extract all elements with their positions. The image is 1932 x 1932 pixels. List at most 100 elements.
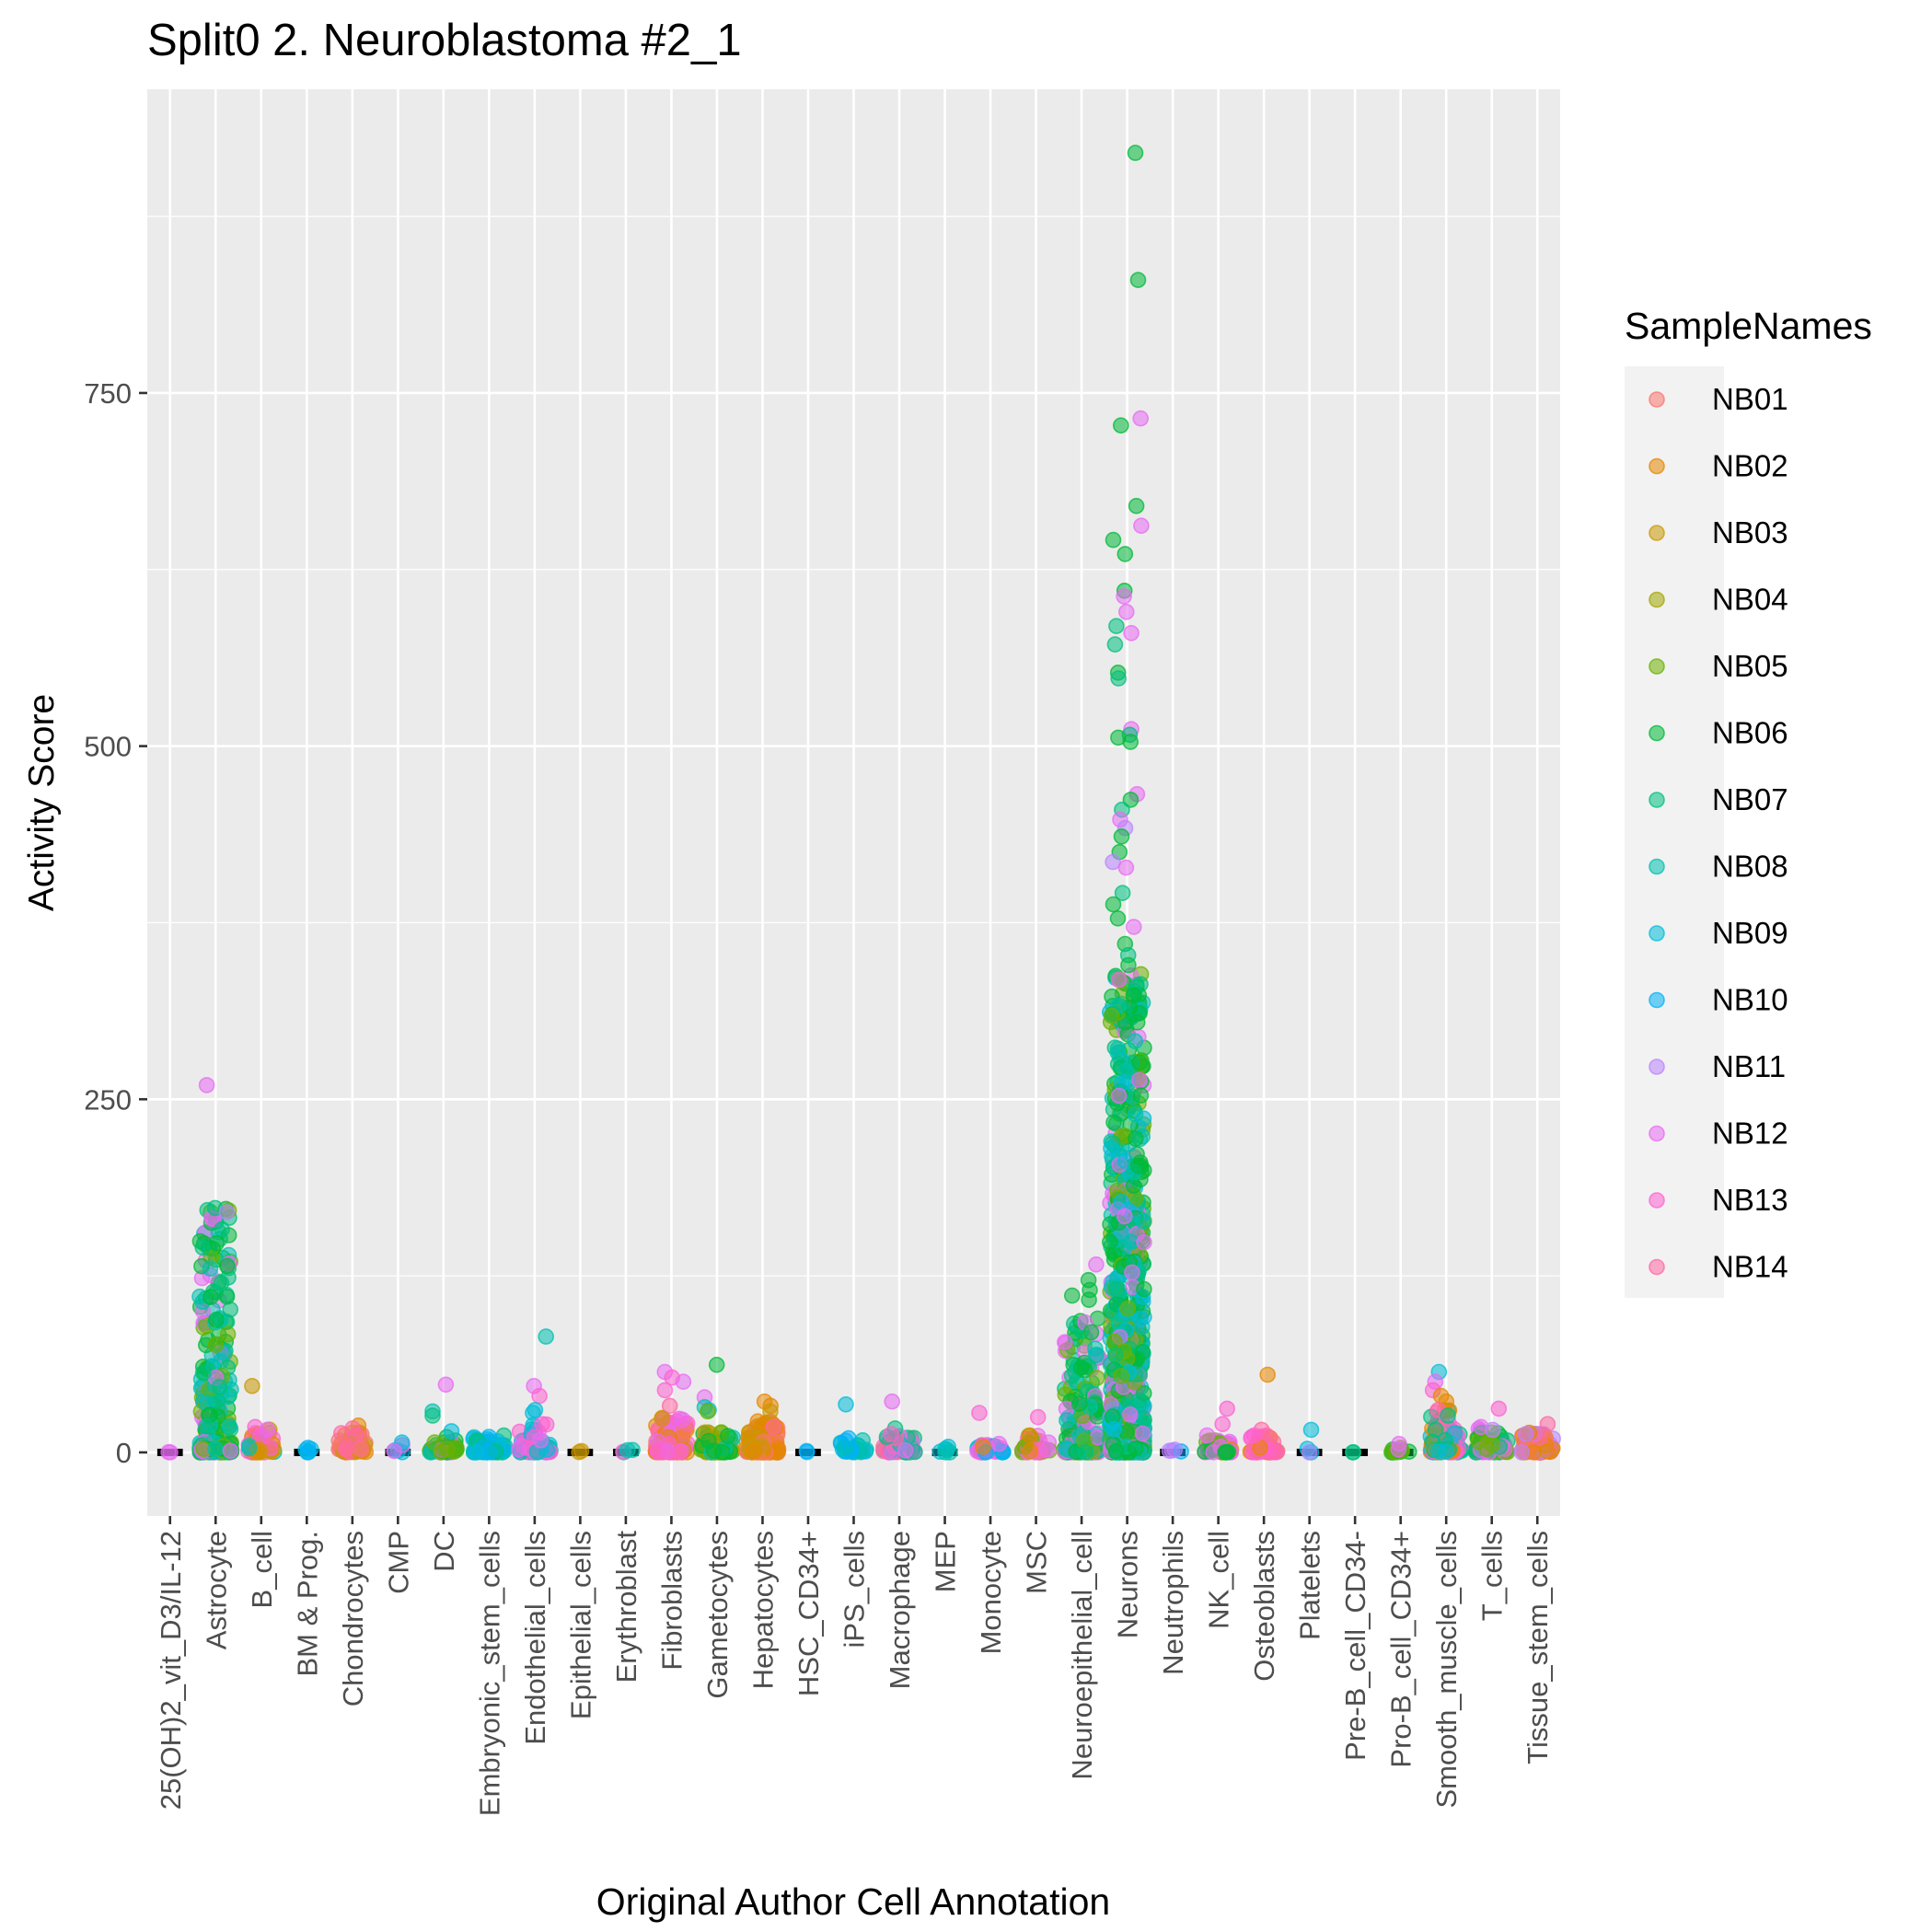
data-point bbox=[1105, 896, 1122, 913]
data-point bbox=[532, 1432, 550, 1449]
x-tick-label: Platelets bbox=[1294, 1531, 1326, 1640]
data-point bbox=[1107, 1347, 1124, 1363]
legend-key bbox=[1649, 1192, 1665, 1209]
data-point bbox=[1117, 1062, 1135, 1080]
data-point bbox=[1129, 272, 1147, 289]
x-tick-label: Astrocyte bbox=[200, 1531, 232, 1649]
legend-key bbox=[1649, 1125, 1665, 1142]
data-point bbox=[194, 1364, 212, 1382]
x-tick-label: DC bbox=[428, 1531, 460, 1572]
data-point bbox=[1214, 1416, 1231, 1432]
data-point bbox=[160, 1443, 177, 1461]
data-point bbox=[207, 1336, 225, 1353]
data-point bbox=[1136, 1280, 1152, 1298]
data-point bbox=[1391, 1435, 1407, 1452]
legend-key bbox=[1649, 391, 1665, 408]
legend-label: NB02 bbox=[1712, 449, 1788, 483]
data-point bbox=[1430, 1443, 1447, 1460]
data-point bbox=[538, 1328, 555, 1345]
data-point bbox=[671, 1443, 688, 1461]
y-tick-label: 500 bbox=[84, 731, 132, 763]
data-point bbox=[1064, 1287, 1081, 1304]
x-tick-label: Smooth_muscle_cells bbox=[1430, 1531, 1463, 1809]
data-point bbox=[661, 1397, 678, 1415]
data-point bbox=[1135, 1212, 1151, 1230]
data-point bbox=[221, 1417, 238, 1435]
y-tick-label: 0 bbox=[116, 1437, 132, 1469]
data-point bbox=[884, 1393, 901, 1410]
data-point bbox=[838, 1396, 854, 1413]
data-point bbox=[1102, 1233, 1118, 1251]
legend-key-background bbox=[1625, 366, 1724, 1298]
data-point bbox=[1513, 1444, 1531, 1461]
data-point bbox=[1166, 1441, 1184, 1458]
data-point bbox=[1122, 1406, 1139, 1423]
x-tick-label: CMP bbox=[382, 1531, 414, 1594]
data-point bbox=[202, 1289, 219, 1305]
data-point bbox=[649, 1443, 666, 1460]
data-point bbox=[1259, 1366, 1276, 1383]
data-point bbox=[213, 1275, 230, 1291]
data-point bbox=[1072, 1359, 1090, 1376]
data-point bbox=[510, 1440, 527, 1458]
data-point bbox=[674, 1411, 691, 1429]
data-point bbox=[975, 1439, 991, 1455]
data-point bbox=[424, 1407, 441, 1424]
data-point bbox=[353, 1441, 370, 1458]
data-point bbox=[1105, 1114, 1122, 1131]
data-point bbox=[1029, 1408, 1047, 1426]
data-point bbox=[1126, 919, 1142, 935]
legend-items: NB01 NB02 NB03 NB04 NB05 NB06 NB07 NB08 NB09 NB10… bbox=[1649, 382, 1788, 1284]
data-point bbox=[1133, 517, 1150, 535]
y-tick-label: 750 bbox=[84, 377, 132, 410]
major-gridlines bbox=[147, 89, 1560, 1516]
data-point bbox=[1116, 1208, 1133, 1225]
data-point bbox=[219, 1325, 237, 1343]
data-point bbox=[1538, 1443, 1556, 1460]
legend-title: SampleNames bbox=[1625, 305, 1872, 347]
data-point bbox=[198, 1077, 215, 1093]
legend-key bbox=[1649, 724, 1665, 742]
data-point bbox=[386, 1442, 402, 1460]
legend-label: NB05 bbox=[1712, 649, 1788, 683]
data-point bbox=[1109, 909, 1127, 927]
x-tick-label: B_cell bbox=[246, 1531, 278, 1608]
data-point bbox=[1118, 603, 1135, 620]
data-point bbox=[1119, 1300, 1137, 1317]
data-point bbox=[840, 1429, 857, 1447]
data-point bbox=[1116, 588, 1132, 605]
x-tick-label: Pro-B_cell_CD34+ bbox=[1385, 1531, 1417, 1768]
legend-label: NB13 bbox=[1712, 1183, 1788, 1217]
data-point bbox=[1122, 734, 1139, 750]
data-point bbox=[1128, 497, 1145, 515]
legend-label: NB10 bbox=[1712, 983, 1788, 1017]
data-point bbox=[214, 1221, 230, 1238]
x-tick-label: Gametocytes bbox=[701, 1531, 734, 1699]
data-point bbox=[1113, 1368, 1129, 1384]
data-point bbox=[1088, 1256, 1105, 1273]
x-tick-label: Neutrophils bbox=[1157, 1531, 1189, 1675]
y-tick-label: 250 bbox=[84, 1083, 132, 1116]
y-axis: 0 250 500 750 bbox=[84, 377, 147, 1469]
data-point bbox=[1102, 1216, 1118, 1232]
data-point bbox=[1114, 885, 1131, 902]
data-point bbox=[1131, 1054, 1148, 1071]
data-point bbox=[654, 1410, 671, 1427]
data-point bbox=[1059, 1412, 1075, 1429]
data-point bbox=[1116, 546, 1134, 562]
x-tick-label: Epithelial_cells bbox=[564, 1531, 596, 1719]
data-point bbox=[1081, 1291, 1097, 1308]
data-point bbox=[202, 1260, 219, 1277]
legend-label: NB06 bbox=[1712, 716, 1788, 750]
data-point bbox=[1128, 1130, 1144, 1147]
y-axis-label: Activity Score bbox=[22, 694, 62, 911]
data-point bbox=[798, 1442, 816, 1460]
data-point bbox=[218, 1289, 236, 1305]
data-point bbox=[1132, 1087, 1150, 1104]
data-point bbox=[1120, 956, 1137, 974]
legend-key bbox=[1649, 457, 1665, 475]
data-point bbox=[443, 1423, 460, 1440]
x-tick-label: 25(OH)2_vit_D3/IL-12 bbox=[155, 1531, 187, 1810]
data-point bbox=[1127, 1033, 1143, 1049]
data-point bbox=[1113, 827, 1130, 845]
